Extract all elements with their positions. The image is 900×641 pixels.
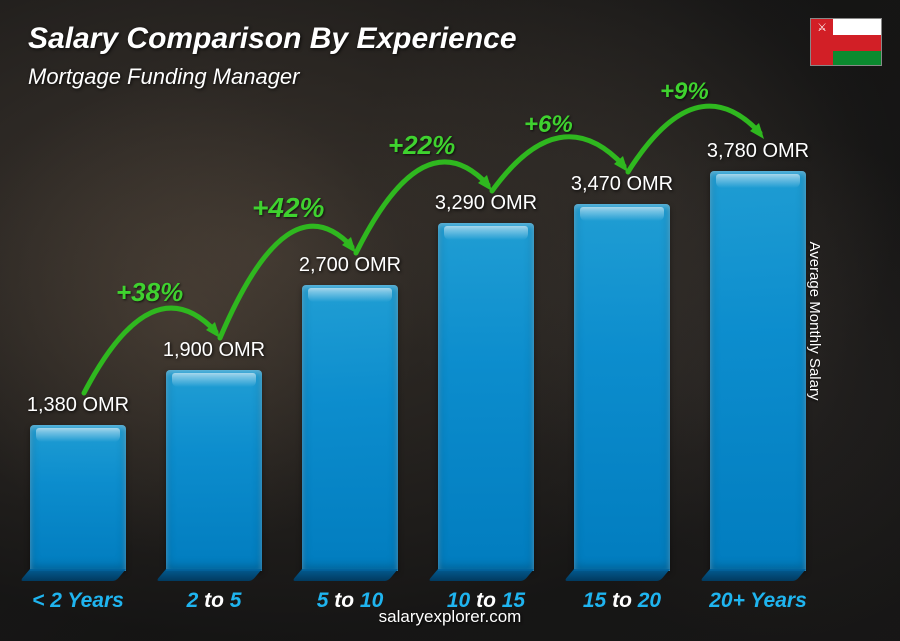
bar-group: 3,470 OMR15 to 20 xyxy=(574,204,670,571)
increase-percent-label: +6% xyxy=(524,111,573,139)
country-flag-oman: ⚔ xyxy=(810,18,882,66)
bar-group: 3,290 OMR10 to 15 xyxy=(438,223,534,571)
source-footer: salaryexplorer.com xyxy=(0,607,900,627)
salary-bar xyxy=(30,425,126,571)
salary-bar xyxy=(438,223,534,571)
flag-emblem-icon: ⚔ xyxy=(815,21,829,35)
salary-bar-chart: 1,380 OMR< 2 Years1,900 OMR2 to 52,700 O… xyxy=(30,101,850,571)
increase-percent-label: +9% xyxy=(660,78,709,106)
bar-group: 1,380 OMR< 2 Years xyxy=(30,425,126,571)
bar-group: 3,780 OMR20+ Years xyxy=(710,171,806,571)
increase-arc: +9% xyxy=(598,64,794,192)
salary-bar xyxy=(710,171,806,571)
increase-percent-label: +42% xyxy=(252,192,324,224)
salary-bar xyxy=(574,204,670,571)
page-title: Salary Comparison By Experience xyxy=(28,22,517,56)
increase-percent-label: +38% xyxy=(116,277,183,308)
infographic-container: Salary Comparison By Experience Mortgage… xyxy=(0,0,900,641)
increase-percent-label: +22% xyxy=(388,130,455,161)
page-subtitle: Mortgage Funding Manager xyxy=(28,64,300,90)
